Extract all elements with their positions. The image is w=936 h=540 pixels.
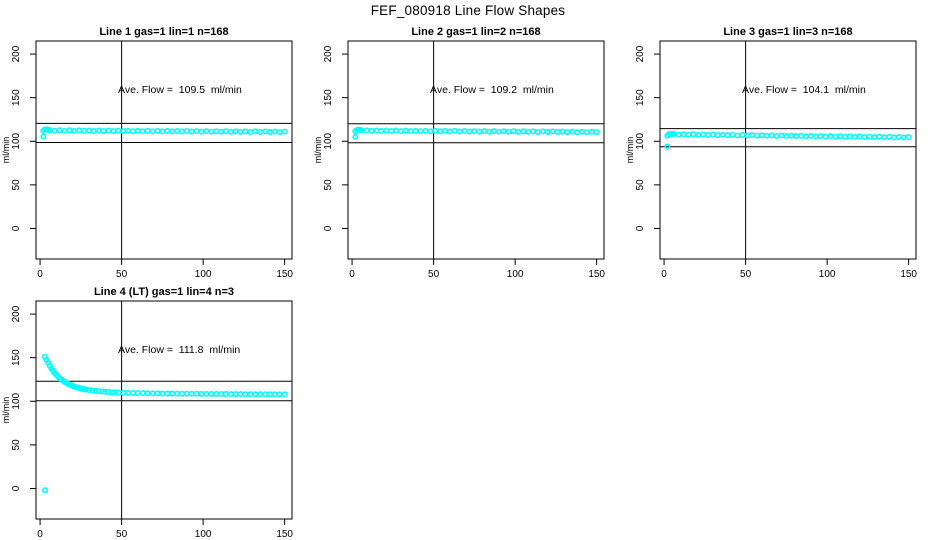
svg-text:50: 50 — [11, 439, 22, 451]
plot-area-line3: 0 50 100 150 0 50 100 150 200 ml/min Ave. Flow = … — [624, 40, 936, 280]
svg-text:150: 150 — [11, 349, 22, 366]
svg-text:0: 0 — [11, 225, 22, 231]
plot-grid: Line 1 gas=1 lin=1 n=168 0 50 100 150 0 50 100… — [0, 20, 936, 540]
svg-text:0: 0 — [661, 269, 667, 280]
plot-canvas-line4: 0 50 100 150 0 50 100 150 200 ml/min — [1, 300, 293, 540]
page-title: FEF_080918 Line Flow Shapes — [370, 3, 566, 18]
ave-flow-annotation-line4: Ave. Flow = 111.8 ml/min — [118, 344, 241, 356]
panel-title-line4: Line 4 (LT) gas=1 lin=4 n=3 — [93, 286, 235, 298]
svg-text:ml/min: ml/min — [1, 397, 11, 424]
plot-area-line4: 0 50 100 150 0 50 100 150 200 ml/min Ave. Flow = … — [0, 300, 312, 540]
svg-text:100: 100 — [195, 529, 212, 540]
svg-text:0: 0 — [349, 269, 355, 280]
svg-text:50: 50 — [428, 269, 440, 280]
ave-flow-annotation-line2: Ave. Flow = 109.2 ml/min — [430, 84, 554, 96]
svg-text:100: 100 — [195, 269, 212, 280]
svg-text:50: 50 — [11, 179, 22, 191]
plot-area-line2: 0 50 100 150 0 50 100 150 200 ml/min Ave. Flow = … — [312, 40, 624, 280]
svg-text:100: 100 — [507, 269, 524, 280]
plot-canvas-line1: 0 50 100 150 0 50 100 150 200 ml/min — [1, 40, 293, 280]
svg-text:200: 200 — [323, 45, 334, 62]
flow-panel-line4: Line 4 (LT) gas=1 lin=4 n=3 0 50 100 150 0 50… — [0, 280, 312, 540]
panel-title-line1: Line 1 gas=1 lin=1 n=168 — [99, 26, 229, 38]
svg-text:50: 50 — [116, 529, 128, 540]
svg-text:200: 200 — [635, 45, 646, 62]
svg-text:50: 50 — [116, 269, 128, 280]
svg-text:0: 0 — [37, 529, 43, 540]
svg-text:150: 150 — [323, 89, 334, 106]
svg-text:150: 150 — [11, 89, 22, 106]
svg-text:50: 50 — [635, 179, 646, 191]
flow-panel-line1: Line 1 gas=1 lin=1 n=168 0 50 100 150 0 50 100… — [0, 20, 312, 280]
svg-text:100: 100 — [819, 269, 836, 280]
svg-text:200: 200 — [11, 45, 22, 62]
svg-text:200: 200 — [11, 305, 22, 322]
plot-canvas-line2: 0 50 100 150 0 50 100 150 200 ml/min — [313, 40, 605, 280]
ave-flow-annotation-line1: Ave. Flow = 109.5 ml/min — [118, 84, 242, 96]
svg-text:ml/min: ml/min — [625, 137, 635, 164]
svg-text:0: 0 — [323, 225, 334, 231]
panel-title-line2: Line 2 gas=1 lin=2 n=168 — [411, 26, 541, 38]
svg-text:0: 0 — [11, 485, 22, 491]
svg-text:150: 150 — [900, 269, 917, 280]
svg-text:150: 150 — [276, 529, 293, 540]
svg-text:0: 0 — [635, 225, 646, 231]
svg-text:ml/min: ml/min — [313, 137, 323, 164]
svg-text:100: 100 — [635, 133, 646, 150]
svg-text:100: 100 — [323, 133, 334, 150]
plot-area-line1: 0 50 100 150 0 50 100 150 200 ml/min Ave. Flow = … — [0, 40, 312, 280]
ave-flow-annotation-line3: Ave. Flow = 104.1 ml/min — [742, 84, 866, 96]
svg-text:150: 150 — [276, 269, 293, 280]
svg-text:100: 100 — [11, 133, 22, 150]
svg-text:50: 50 — [323, 179, 334, 191]
svg-text:0: 0 — [37, 269, 43, 280]
svg-text:100: 100 — [11, 393, 22, 410]
empty-panel-slot-1 — [312, 280, 624, 540]
svg-text:150: 150 — [588, 269, 605, 280]
svg-text:50: 50 — [740, 269, 752, 280]
plot-canvas-line3: 0 50 100 150 0 50 100 150 200 ml/min — [625, 40, 917, 280]
empty-panel-slot-2 — [624, 280, 936, 540]
svg-text:ml/min: ml/min — [1, 137, 11, 164]
flow-panel-line3: Line 3 gas=1 lin=3 n=168 0 50 100 150 0 50 100… — [624, 20, 936, 280]
panel-title-line3: Line 3 gas=1 lin=3 n=168 — [723, 26, 853, 38]
flow-panel-line2: Line 2 gas=1 lin=2 n=168 0 50 100 150 0 50 100… — [312, 20, 624, 280]
svg-text:150: 150 — [635, 89, 646, 106]
